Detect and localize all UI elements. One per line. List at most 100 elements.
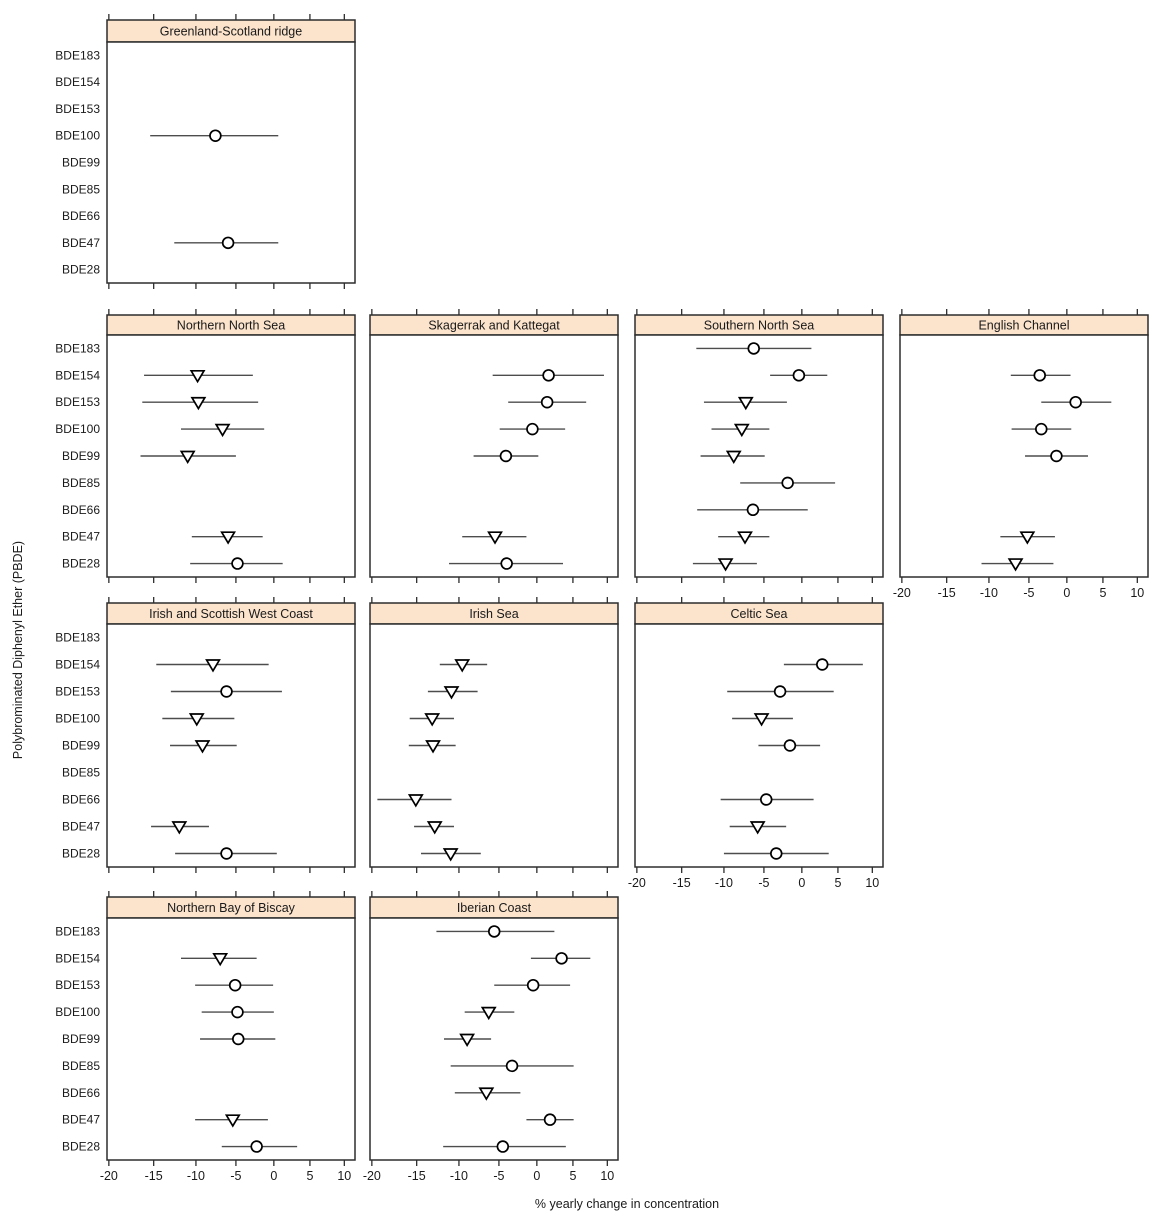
y-axis-title: Polybrominated Diphenyl Ether (PBDE) [11,541,25,759]
category-label: BDE154 [55,75,100,89]
estimate-circle-marker [783,739,797,752]
estimate-triangle-down-marker [454,659,471,673]
estimate-circle-marker [1069,395,1082,409]
estimate-triangle-down-marker [190,396,207,411]
panel-title: Northern North Sea [177,319,285,333]
x-tick-label: 10 [337,1169,351,1183]
category-label: BDE100 [55,129,100,143]
panel-celtic-sea: -20 -15 -10 -5 0 5 10 Celtic Sea [628,597,884,890]
panel-irish-sea: Irish Sea [369,597,619,873]
x-tick-label: -20 [363,1169,381,1183]
estimate-circle-marker [543,1113,557,1126]
category-label: BDE47 [62,820,100,834]
estimate-circle-marker [228,978,242,992]
category-label: BDE183 [55,924,100,938]
category-label: BDE100 [55,1005,100,1019]
estimate-triangle-down-marker [171,821,188,835]
category-label: BDE153 [55,978,100,992]
category-label: BDE66 [62,209,100,223]
x-tick-label: -10 [715,876,733,890]
category-label: BDE153 [55,685,100,699]
category-label: BDE99 [62,739,100,753]
estimate-circle-marker [500,557,513,570]
panel-plot-area [369,623,619,868]
estimate-triangle-down-marker [188,713,205,727]
category-label: BDE28 [62,557,100,571]
category-label: BDE154 [55,951,100,965]
category-label: BDE47 [62,236,100,250]
estimate-triangle-down-marker [737,396,754,411]
estimate-triangle-down-marker [205,659,221,673]
estimate-triangle-down-marker [189,369,206,384]
estimate-triangle-down-marker [717,558,734,572]
x-tick-label: 0 [270,1169,277,1183]
estimate-circle-marker [231,1005,244,1019]
estimate-triangle-down-marker [737,531,753,545]
category-label: BDE153 [55,102,100,116]
x-tick-label: 10 [1130,586,1144,600]
estimate-circle-marker [770,847,783,860]
panel-title: Iberian Coast [457,901,532,915]
panel-title: Irish Sea [469,607,518,621]
estimate-circle-marker [232,1032,245,1046]
panel-title: English Channel [978,319,1069,333]
panel-southern-north-sea: Southern North Sea [634,309,884,583]
estimate-circle-marker [526,978,540,992]
estimate-circle-marker [220,685,233,698]
panel-title: Greenland-Scotland ridge [160,25,302,39]
estimate-triangle-down-marker [1007,558,1024,572]
category-label: BDE154 [55,658,100,672]
estimate-triangle-down-marker [426,821,443,835]
panel-iberian-coast: -20 -15 -10 -5 0 5 10 Iberian Coast [363,891,619,1183]
panel-title: Skagerrak and Kattegat [428,319,560,333]
estimate-circle-marker [781,476,794,490]
panel-northern-bay-of-biscay: -20 -15 -10 -5 0 5 10 Northern Bay of Biscay BDE… [55,891,356,1183]
estimate-circle-marker [209,129,222,142]
estimate-circle-marker [496,1140,510,1153]
x-tick-label: 5 [306,1169,313,1183]
x-tick-label: 0 [798,876,805,890]
panel-plot-area [369,917,619,1161]
estimate-triangle-down-marker [753,713,770,727]
estimate-triangle-down-marker [725,450,742,464]
category-label: BDE85 [62,1059,100,1073]
category-label: BDE66 [62,1086,100,1100]
estimate-triangle-down-marker [733,423,750,438]
estimate-triangle-down-marker [478,1087,495,1101]
category-label: BDE99 [62,1032,100,1046]
panel-greenland-scotland-ridge: Greenland-Scotland ridge BDE183 BDE154 BDE1… [55,14,356,289]
estimate-circle-marker [542,369,555,382]
category-label: BDE183 [55,631,100,645]
category-label: BDE99 [62,156,100,170]
estimate-triangle-down-marker [443,686,460,700]
panel-title: Southern North Sea [704,319,815,333]
category-label: BDE66 [62,793,100,807]
estimate-triangle-down-marker [179,450,196,464]
category-label: BDE28 [62,847,100,861]
estimate-circle-marker [487,925,501,938]
estimate-triangle-down-marker [1019,531,1036,545]
x-tick-label: -10 [980,586,998,600]
category-label: BDE183 [55,48,100,62]
estimate-circle-marker [747,342,760,355]
category-label: BDE85 [62,766,100,780]
estimate-circle-marker [555,952,568,965]
x-tick-label: -5 [230,1169,241,1183]
panels-group: Greenland-Scotland ridge BDE183 BDE154 BDE1… [55,14,1149,1183]
estimate-circle-marker [773,685,787,698]
category-label: BDE153 [55,395,100,409]
category-label: BDE99 [62,449,100,463]
panel-northern-north-sea: Northern North Sea BDE183 BDE154 BDE153 BDE1… [55,309,356,583]
x-tick-label: -15 [145,1169,163,1183]
estimate-circle-marker [250,1140,263,1153]
estimate-triangle-down-marker [442,848,459,862]
x-tick-label: 10 [865,876,879,890]
category-label: BDE183 [55,341,100,355]
estimate-triangle-down-marker [214,423,231,438]
estimate-circle-marker [221,236,235,250]
estimate-circle-marker [792,369,806,382]
x-tick-label: 5 [1099,586,1106,600]
estimate-triangle-down-marker [749,821,766,835]
